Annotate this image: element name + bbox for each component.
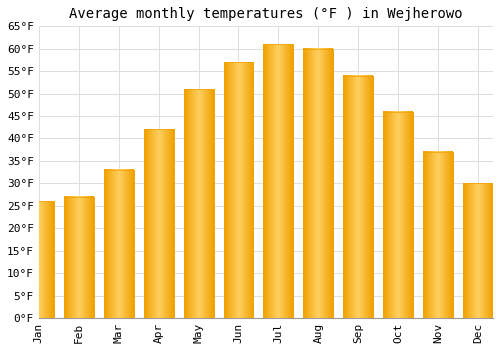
Bar [304,49,334,318]
Bar [423,152,453,318]
Bar [463,183,493,318]
Bar [304,49,334,318]
Bar [344,76,374,318]
Bar [463,183,493,318]
Bar [224,62,254,318]
Title: Average monthly temperatures (°F ) in Wejherowo: Average monthly temperatures (°F ) in We… [69,7,462,21]
Bar [184,89,214,318]
Bar [64,197,94,318]
Bar [344,76,374,318]
Bar [104,170,134,318]
Bar [24,201,54,318]
Bar [104,170,134,318]
Bar [144,130,174,318]
Bar [264,44,294,318]
Bar [224,62,254,318]
Bar [383,112,413,318]
Bar [383,112,413,318]
Bar [423,152,453,318]
Bar [24,201,54,318]
Bar [144,130,174,318]
Bar [64,197,94,318]
Bar [264,44,294,318]
Bar [184,89,214,318]
